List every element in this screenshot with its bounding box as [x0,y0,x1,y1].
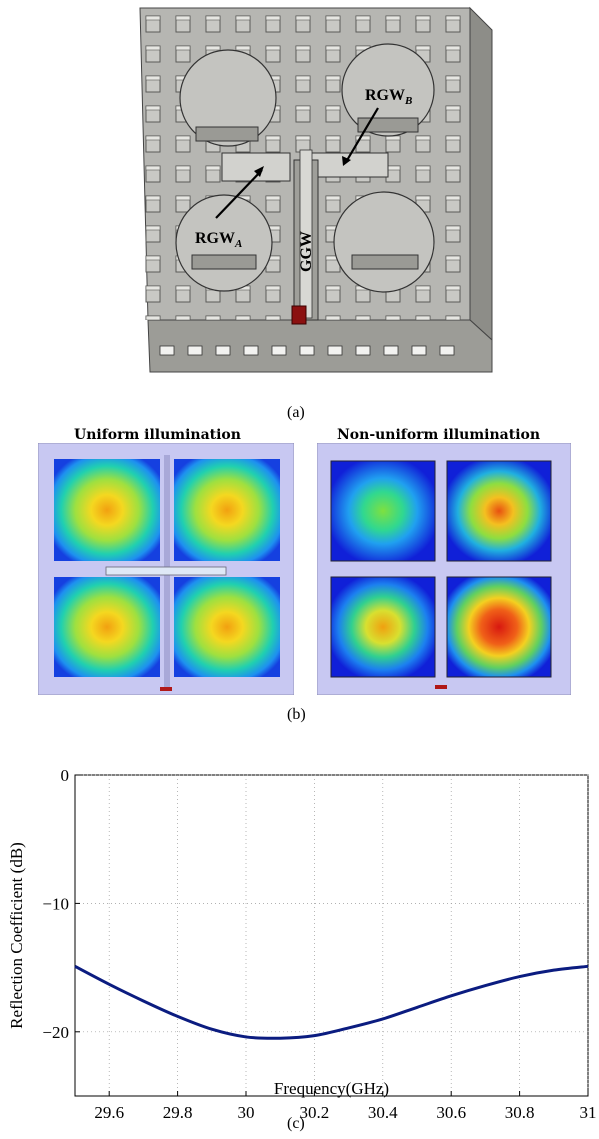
cavity-top-right [341,43,435,137]
nonuniform-title: Non-uniform illumination [337,427,541,443]
y-tick-label: −20 [42,1023,69,1042]
caption-c: (c) [287,1115,305,1132]
cavity-bottom-right [333,191,435,293]
uniform-quadrant-tr [174,459,280,561]
front-face-slots [159,345,455,356]
series-line [74,964,589,1040]
reflection-coefficient-chart: 29.6 29.8 30 30.2 30.4 30.6 30.8 31 0 −10 −20 Freq… [0,760,599,1122]
uniform-title: Uniform illumination [74,427,241,443]
nonuniform-quadrant-tr [446,460,552,562]
x-tick-label: 30.6 [436,1103,466,1122]
cavity-bottom-left [175,194,273,292]
x-axis-label: Frequency(GHz) [274,1079,389,1098]
x-tick-label: 31 [580,1103,597,1122]
y-axis-label: Reflection Coefficient (dB) [7,842,26,1029]
chart-svg: 29.6 29.8 30 30.2 30.4 30.6 30.8 31 0 −10 −20 Freq… [7,766,597,1122]
x-tick-label: 30 [238,1103,255,1122]
rgw-a-arrow-head [254,166,264,177]
nonuniform-quadrant-bl [330,576,436,678]
rgw-b-arrow [345,107,379,163]
y-tick-label: −10 [42,894,69,913]
nonuniform-quadrant-tl [330,460,436,562]
y-tick-label: 0 [61,766,70,785]
rgw-a-arrow [215,169,263,219]
rgw-b-arrow-head [342,156,351,166]
rgw-b-label: RGWB [365,87,412,107]
x-tick-label: 30.8 [505,1103,535,1122]
uniform-feed [160,687,172,691]
x-tick-label: 30.4 [368,1103,398,1122]
antenna-3d-svg: RGWA RGWB GGW [139,6,493,373]
nonuniform-field-plot [316,442,572,696]
plot-frame [74,774,589,1097]
uniform-quadrant-br [174,577,280,677]
feed-port [291,305,307,325]
ggw-label: GGW [298,231,315,272]
uniform-field-plot [37,442,295,696]
antenna-3d-model: RGWA RGWB GGW [0,0,599,400]
caption-a: (a) [287,404,305,421]
nonuniform-quadrant-br [446,576,552,678]
right-side-face [469,6,493,342]
nonuniform-feed [435,685,447,689]
cavity-top-left [179,49,277,147]
rgw-a-label: RGWA [195,230,242,250]
uniform-quadrant-tl [54,459,160,561]
uniform-quadrant-bl [54,577,160,677]
x-tick-label: 30.2 [300,1103,330,1122]
x-tick-label: 29.6 [94,1103,124,1122]
caption-b: (b) [287,706,306,723]
x-tick-label: 29.8 [163,1103,193,1122]
